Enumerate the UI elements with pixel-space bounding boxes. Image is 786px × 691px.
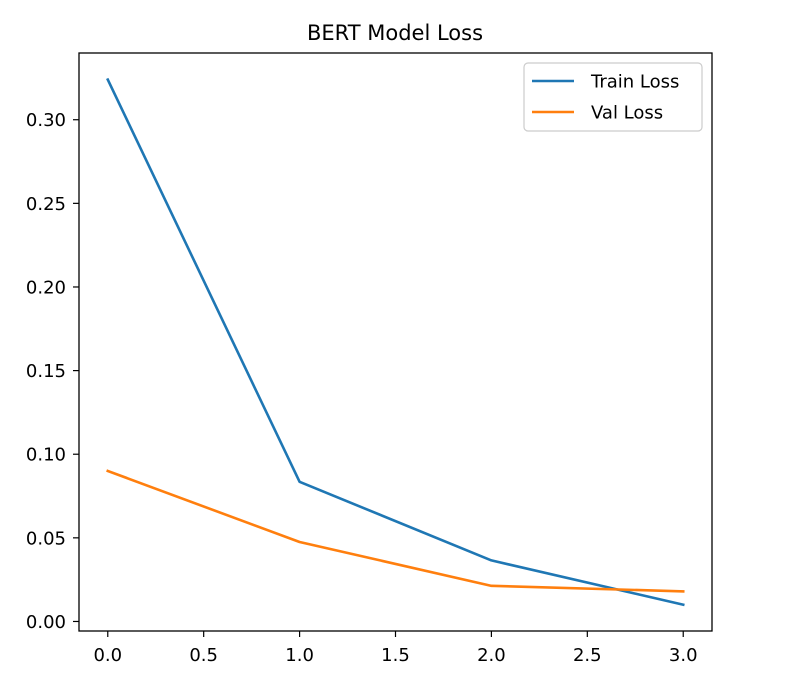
y-tick-label: 0.15: [26, 361, 66, 382]
x-tick-label: 0.5: [189, 645, 218, 666]
x-tick-label: 3.0: [669, 645, 698, 666]
axis-ticks: 0.0 0.5 1.0 1.5 2.0 2.5 3.0 0.00 0.05 0.10 0.15 0.2…: [26, 110, 698, 666]
y-tick-label: 0.10: [26, 445, 66, 466]
series-lines: [106, 77, 685, 607]
x-tick-label: 2.0: [477, 645, 506, 666]
plot-area-frame: [78, 52, 713, 632]
series-line-val-loss: [106, 469, 685, 593]
chart-title: BERT Model Loss: [307, 21, 483, 45]
x-tick-label: 2.5: [573, 645, 602, 666]
legend: Train Loss Val Loss: [523, 62, 703, 132]
y-tick-label: 0.25: [26, 194, 66, 215]
y-tick-label: 0.30: [26, 110, 66, 131]
legend-label: Train Loss: [590, 72, 679, 93]
y-tick-label: 0.20: [26, 277, 66, 298]
x-tick-label: 0.0: [93, 645, 122, 666]
y-tick-label: 0.00: [26, 612, 66, 633]
x-tick-label: 1.0: [285, 645, 314, 666]
legend-label: Val Loss: [591, 103, 663, 124]
series-line-train-loss: [106, 77, 685, 607]
y-tick-label: 0.05: [26, 528, 66, 549]
x-tick-label: 1.5: [381, 645, 410, 666]
